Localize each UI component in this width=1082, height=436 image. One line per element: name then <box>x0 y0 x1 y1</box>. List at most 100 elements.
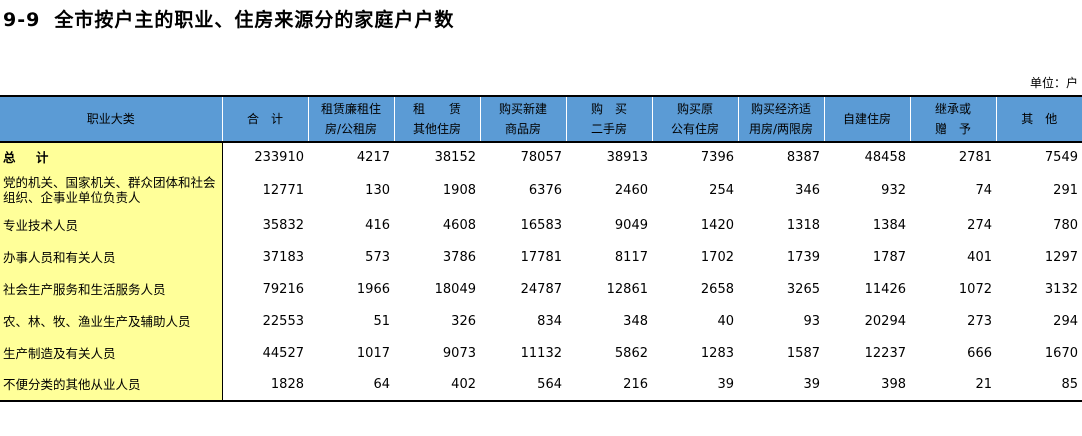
column-header-line: 赠 予 <box>934 122 971 136</box>
column-header-line: 购买新建 <box>498 102 547 116</box>
table-cell: 20294 <box>864 313 906 329</box>
table-cell: 12861 <box>606 281 648 297</box>
table-cell: 21 <box>910 369 996 402</box>
table-row: 农、林、牧、渔业生产及辅助人员 22553 51 326 834 348 40 93 20294… <box>0 305 1082 337</box>
column-header: 其 他 <box>996 95 1082 143</box>
table-cell: 64 <box>308 369 394 402</box>
table-title: 全市按户主的职业、住房来源分的家庭户户数 <box>54 9 455 31</box>
column-header: 租 赁其他住房 <box>394 95 481 143</box>
table-cell: 4217 <box>356 149 390 165</box>
table-cell: 6376 <box>528 182 562 198</box>
table-cell: 44527 <box>262 345 304 361</box>
data-table: 职业大类合 计租赁廉租住 房/公租房租 赁其他住房 购买新建 商品房购 买二手房 购买原… <box>0 95 1082 402</box>
row-label: 办事人员和有关人员 <box>0 241 223 273</box>
table-cell: 1739 <box>786 249 820 265</box>
table-cell: 40 <box>717 313 734 329</box>
table-cell: 780 <box>1053 217 1078 233</box>
unit-label: 单位：户 <box>1029 76 1078 90</box>
table-cell: 564 <box>480 369 566 402</box>
table-cell: 2658 <box>700 281 734 297</box>
total-row: 总 计 233910 4217 38152 78057 38913 7396 8387 4845… <box>0 142 1082 171</box>
column-header-line: 租赁廉租住 <box>320 102 381 116</box>
page-title: 9-9 全市按户主的职业、住房来源分的家庭户户数 <box>3 5 454 32</box>
row-label: 不便分类的其他从业人员 <box>0 369 223 402</box>
column-header-line: 房/公租房 <box>324 122 378 136</box>
table-cell: 401 <box>967 249 992 265</box>
table-cell: 130 <box>365 182 390 198</box>
table-cell: 35832 <box>262 217 304 233</box>
column-header-line: 用房/两限房 <box>748 122 814 136</box>
table-cell: 274 <box>967 217 992 233</box>
table-cell: 2460 <box>614 182 648 198</box>
table-cell: 1828 <box>222 369 308 402</box>
table-cell: 1420 <box>700 217 734 233</box>
table-cell: 17781 <box>520 249 562 265</box>
table-body: 总 计 233910 4217 38152 78057 38913 7396 8387 4845… <box>0 142 1082 402</box>
table-cell: 38152 <box>434 149 476 165</box>
table-cell: 1318 <box>786 217 820 233</box>
table-cell: 1702 <box>700 249 734 265</box>
table-cell: 1787 <box>872 249 906 265</box>
column-header-line: 公有住房 <box>670 122 719 136</box>
column-header-line: 其他住房 <box>412 122 461 136</box>
table-cell: 11132 <box>520 345 562 361</box>
table-cell: 1670 <box>1044 345 1078 361</box>
table-cell: 48458 <box>864 149 906 165</box>
table-cell: 1384 <box>872 217 906 233</box>
table-cell: 93 <box>803 313 820 329</box>
table-cell: 79216 <box>262 281 304 297</box>
table-row: 生产制造及有关人员 44527 1017 9073 11132 5862 1283 1587 1… <box>0 337 1082 369</box>
table-row: 不便分类的其他从业人员 1828 64 402 564 216 39 39 398 21 85 <box>0 369 1082 402</box>
column-header-line: 购买经济适 <box>750 102 811 116</box>
column-header-line: 职业大类 <box>86 112 135 126</box>
column-header-line: 其 他 <box>1021 112 1058 126</box>
table-cell: 2781 <box>958 149 992 165</box>
table-cell: 16583 <box>520 217 562 233</box>
table-cell: 3132 <box>1044 281 1078 297</box>
column-header: 购买经济适用房/两限房 <box>738 95 825 143</box>
table-cell: 1908 <box>442 182 476 198</box>
table-cell: 416 <box>365 217 390 233</box>
table-cell: 85 <box>996 369 1082 402</box>
table-cell: 7549 <box>1044 149 1078 165</box>
table-cell: 78057 <box>520 149 562 165</box>
column-header: 职业大类 <box>0 95 223 143</box>
table-cell: 348 <box>623 313 648 329</box>
table-cell: 1017 <box>356 345 390 361</box>
table-cell: 37183 <box>262 249 304 265</box>
column-header-line: 购 买 <box>590 102 627 116</box>
table-cell: 834 <box>537 313 562 329</box>
table-cell: 39 <box>652 369 738 402</box>
row-label: 农、林、牧、渔业生产及辅助人员 <box>0 305 223 337</box>
column-header-line: 自建住房 <box>842 112 891 126</box>
table-cell: 9049 <box>614 217 648 233</box>
column-header: 合 计 <box>222 95 309 143</box>
table-cell: 1966 <box>356 281 390 297</box>
table-cell: 8117 <box>614 249 648 265</box>
table-cell: 1283 <box>700 345 734 361</box>
row-label: 总 计 <box>0 142 223 171</box>
table-cell: 7396 <box>700 149 734 165</box>
column-header-line: 租 赁 <box>412 102 461 116</box>
column-header: 自建住房 <box>824 95 911 143</box>
table-cell: 932 <box>881 182 906 198</box>
table-cell: 39 <box>738 369 824 402</box>
table-cell: 18049 <box>434 281 476 297</box>
table-cell: 12237 <box>864 345 906 361</box>
table-cell: 3265 <box>786 281 820 297</box>
column-header: 购买新建 商品房 <box>480 95 567 143</box>
table-cell: 5862 <box>614 345 648 361</box>
header-row: 职业大类合 计租赁廉租住 房/公租房租 赁其他住房 购买新建 商品房购 买二手房 购买原… <box>0 95 1082 143</box>
table-row: 党的机关、国家机关、群众团体和社会组织、企事业单位负责人 12771 130 1908… <box>0 171 1082 209</box>
table-row: 办事人员和有关人员 37183 573 3786 17781 8117 1702 1739 17… <box>0 241 1082 273</box>
column-header-line: 商品房 <box>504 122 541 136</box>
table-cell: 233910 <box>254 149 304 165</box>
column-header: 继承或赠 予 <box>910 95 997 143</box>
table-cell: 24787 <box>520 281 562 297</box>
table-cell: 12771 <box>262 182 304 198</box>
table-cell: 294 <box>1053 313 1078 329</box>
table-cell: 216 <box>566 369 652 402</box>
table-cell: 8387 <box>786 149 820 165</box>
row-label: 党的机关、国家机关、群众团体和社会组织、企事业单位负责人 <box>0 171 223 209</box>
row-label: 社会生产服务和生活服务人员 <box>0 273 223 305</box>
